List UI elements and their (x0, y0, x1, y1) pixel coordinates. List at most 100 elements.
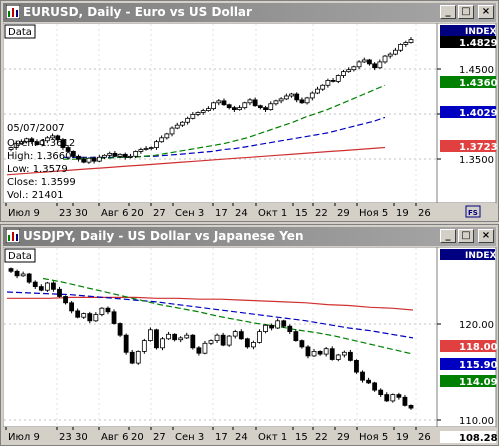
candle-body (366, 379, 371, 384)
time-tick-label: Сен 3 (175, 432, 204, 443)
window-title: EURUSD, Daily - Euro vs US Dollar (23, 5, 252, 19)
candle-body (190, 334, 196, 349)
candle-body (269, 324, 275, 329)
candle-body (329, 348, 335, 360)
candle-body (281, 320, 287, 327)
candle-body (133, 151, 139, 157)
price-label: 1.4500 (459, 65, 494, 76)
moving-average-line (42, 277, 414, 355)
candle-body (18, 141, 24, 145)
candle-body (38, 286, 44, 291)
plot-area[interactable] (3, 23, 438, 204)
window-titlebar[interactable]: EURUSD, Daily - Euro vs US Dollar _ □ × (3, 3, 496, 22)
price-scale[interactable] (436, 247, 497, 428)
candle-body (393, 49, 398, 55)
candle-body (138, 149, 144, 152)
minimize-button[interactable]: _ (440, 229, 456, 243)
candle-body (402, 396, 408, 406)
price-label: 1.3500 (459, 155, 494, 166)
minimize-button[interactable]: _ (440, 5, 456, 19)
index-label: INDEX (465, 27, 496, 37)
plot-area[interactable] (3, 247, 438, 428)
time-tick-label: 20 (131, 208, 144, 219)
candle-body (330, 80, 336, 82)
price-tag-text: 1.4360 (459, 78, 498, 89)
candle-body (178, 337, 184, 341)
scale-settings-icon[interactable] (465, 205, 481, 218)
candle-body (382, 55, 388, 63)
candle-body (351, 66, 357, 71)
candle-body (325, 80, 331, 86)
time-tick-label: 22 (315, 432, 328, 443)
window-title: USDJPY, Daily - US Dollar vs Japanese Ye… (23, 229, 304, 243)
candle-body (257, 105, 263, 109)
candle-body (13, 143, 19, 148)
candle-body (39, 140, 45, 146)
candle-body (75, 310, 81, 318)
candle-body (60, 139, 66, 148)
candle-body (226, 335, 232, 346)
time-tick-label: Окт 1 (258, 432, 287, 443)
candle-body (372, 382, 378, 391)
index-label: INDEX (465, 251, 496, 261)
candle-body (65, 147, 71, 152)
candle-body (211, 102, 216, 110)
candle-body (87, 313, 93, 322)
candle-body (8, 268, 14, 272)
candle-body (123, 334, 129, 353)
close-button[interactable]: × (478, 229, 494, 243)
candle-body (148, 147, 154, 149)
data-tab[interactable] (4, 24, 36, 39)
time-tick-label: Авг 6 (101, 432, 129, 443)
time-tick-label: 29 (337, 208, 350, 219)
eurusd-chart[interactable]: Data INDEX 1.4500 1.4000 1.3500 1.4829 1… (3, 23, 498, 221)
candle-body (263, 324, 268, 333)
time-tick-label: 27 (153, 208, 166, 219)
candle-body (99, 307, 105, 315)
time-tick-label: 26 (418, 208, 431, 219)
candle-body (221, 100, 227, 106)
candle-body (335, 354, 341, 360)
close-button[interactable]: × (478, 5, 494, 19)
candle-body (14, 270, 20, 277)
candle-body (377, 61, 383, 69)
info-low: Low: 1.3579 (7, 164, 68, 175)
candle-body (172, 333, 178, 341)
time-tick-label: 19 (396, 432, 409, 443)
candle-body (403, 42, 409, 45)
candle-body (29, 138, 35, 143)
chart-window-eurusd[interactable]: EURUSD, Daily - Euro vs US Dollar _ □ × … (0, 0, 499, 222)
candle-body (117, 323, 123, 336)
chart-window-icon (6, 5, 20, 19)
candle-body (20, 273, 26, 277)
candle-body (232, 331, 238, 337)
price-tag-text: 108.28 (459, 433, 498, 444)
candle-body (147, 329, 153, 342)
candle-body (141, 340, 147, 352)
candle-body (44, 282, 50, 291)
data-tab-label: Data (8, 251, 32, 262)
info-high: High: 1.3660 (7, 151, 72, 162)
index-header (440, 25, 495, 36)
info-close: Close: 1.3599 (7, 177, 76, 188)
data-tab[interactable] (4, 248, 36, 263)
usdjpy-chart[interactable]: Data INDEX 120.00 110.00 118.00 115.90 1… (3, 247, 498, 445)
candle-body (111, 311, 117, 324)
window-titlebar[interactable]: USDJPY, Daily - US Dollar vs Japanese Ye… (3, 227, 496, 246)
candle-body (356, 61, 362, 68)
price-label: 120.00 (459, 320, 494, 331)
maximize-button[interactable]: □ (458, 229, 474, 243)
time-tick-label: 27 (153, 432, 166, 443)
price-tag (440, 36, 496, 48)
price-tag-text: 115.90 (459, 360, 498, 371)
candle-body (169, 127, 175, 135)
candle-body (384, 394, 390, 402)
maximize-button[interactable]: □ (458, 5, 474, 19)
candle-body (8, 147, 14, 150)
chart-window-usdjpy[interactable]: USDJPY, Daily - US Dollar vs Japanese Ye… (0, 224, 499, 446)
candle-body (159, 137, 165, 143)
index-header (440, 249, 495, 260)
price-tag (440, 340, 496, 352)
candle-body (50, 135, 55, 139)
data-tab-label: Data (8, 27, 32, 38)
